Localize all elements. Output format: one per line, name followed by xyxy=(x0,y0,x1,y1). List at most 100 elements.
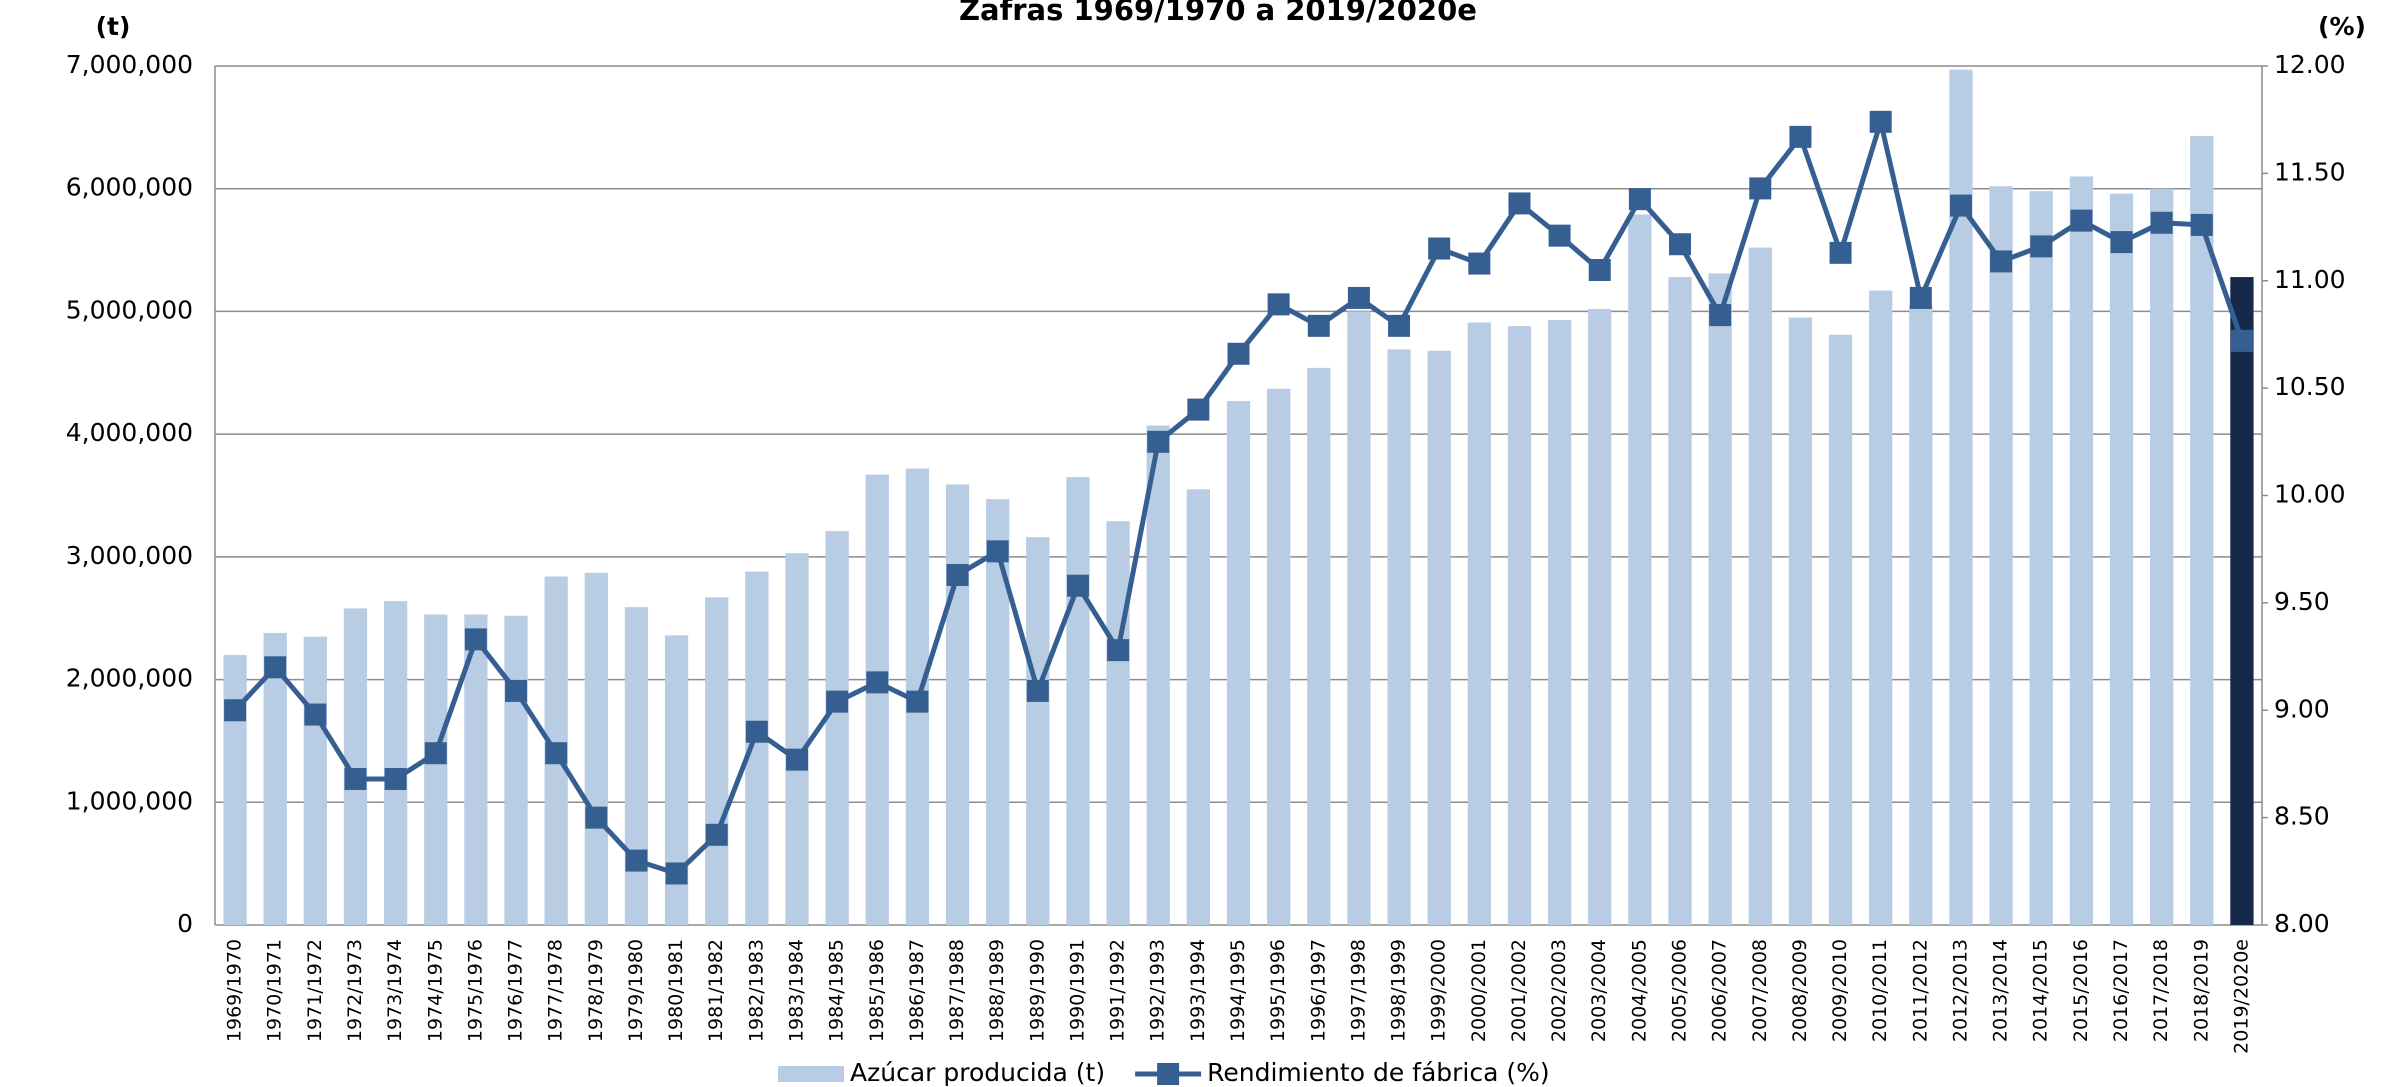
y2-tick-label: 11.00 xyxy=(2274,265,2346,294)
y-tick-label: 1,000,000 xyxy=(66,786,193,815)
x-tick-label: 1974/1975 xyxy=(424,939,446,1042)
bar xyxy=(945,484,970,925)
x-tick-label: 2001/2002 xyxy=(1508,939,1530,1042)
x-tick-label: 2005/2006 xyxy=(1669,939,1691,1042)
line-marker xyxy=(1388,314,1411,337)
bar xyxy=(664,635,689,925)
line-marker xyxy=(1909,286,1932,309)
x-tick-label: 1993/1994 xyxy=(1187,939,1209,1042)
bar xyxy=(1266,388,1291,925)
line-marker xyxy=(1227,342,1250,365)
line-marker xyxy=(1428,237,1451,260)
line-marker xyxy=(745,720,768,743)
y-tick-label: 5,000,000 xyxy=(66,295,193,324)
line-marker xyxy=(1548,224,1571,247)
line-marker xyxy=(946,563,969,586)
x-tick-label: 1978/1979 xyxy=(585,939,607,1042)
line-marker xyxy=(264,656,287,679)
bar xyxy=(1628,214,1652,926)
bar xyxy=(1026,537,1050,925)
x-tick-label: 1991/1992 xyxy=(1107,939,1129,1042)
x-tick-label: 2010/2011 xyxy=(1869,939,1891,1042)
bar xyxy=(705,597,729,925)
bar xyxy=(1668,277,1692,925)
bar xyxy=(1146,425,1170,925)
y2-tick-label: 10.50 xyxy=(2274,372,2346,401)
x-tick-label: 1979/1980 xyxy=(625,939,647,1042)
bar xyxy=(2190,135,2214,925)
x-tick-label: 2012/2013 xyxy=(1949,939,1971,1042)
line-marker xyxy=(1147,430,1170,453)
x-tick-label: 2015/2016 xyxy=(2070,939,2092,1042)
y-tick-label: 2,000,000 xyxy=(66,664,193,693)
bar xyxy=(263,632,287,925)
bar xyxy=(745,571,769,925)
bar xyxy=(424,614,448,925)
line-marker xyxy=(464,628,487,651)
line-marker xyxy=(665,862,688,885)
line-marker xyxy=(384,767,407,790)
bar xyxy=(1106,521,1130,925)
line-marker xyxy=(2110,231,2133,254)
line-marker xyxy=(986,540,1009,563)
x-tick-label: 1999/2000 xyxy=(1428,939,1450,1042)
y2-tick-label: 8.00 xyxy=(2274,909,2330,938)
bar xyxy=(624,607,649,925)
x-tick-label: 2013/2014 xyxy=(1990,939,2012,1042)
line-marker xyxy=(224,699,247,722)
x-tick-label: 1973/1974 xyxy=(384,939,406,1042)
y2-tick-label: 12.00 xyxy=(2274,50,2346,79)
line-marker xyxy=(866,671,889,694)
y2-tick-label: 11.50 xyxy=(2274,157,2346,186)
x-tick-label: 2014/2015 xyxy=(2030,939,2052,1042)
line-marker xyxy=(2150,211,2173,234)
bar xyxy=(1869,290,1893,925)
y2-tick-label: 10.00 xyxy=(2274,480,2346,509)
x-tick-label: 1997/1998 xyxy=(1347,939,1369,1042)
bar xyxy=(1788,317,1813,925)
bar xyxy=(2069,176,2094,925)
line-marker xyxy=(1267,293,1290,316)
x-tick-label: 1977/1978 xyxy=(545,939,567,1042)
x-tick-label: 1992/1993 xyxy=(1147,939,1169,1042)
x-tick-label: 1971/1972 xyxy=(304,939,326,1042)
x-tick-label: 2019/2020e xyxy=(2230,939,2252,1054)
x-tick-label: 2018/2019 xyxy=(2190,939,2212,1042)
line-marker xyxy=(1187,398,1210,421)
line-marker xyxy=(1588,259,1611,282)
legend-swatch xyxy=(1157,1063,1180,1085)
bar xyxy=(1547,320,1572,926)
y2-tick-label: 8.50 xyxy=(2274,802,2330,831)
line-marker xyxy=(785,748,808,771)
line-marker xyxy=(1829,241,1852,264)
bar xyxy=(303,636,327,925)
line-marker xyxy=(1508,192,1531,215)
line-marker xyxy=(505,679,528,702)
x-tick-label: 1998/1999 xyxy=(1388,939,1410,1042)
line-marker xyxy=(625,849,648,872)
line-marker xyxy=(304,703,327,726)
bar xyxy=(223,655,247,925)
x-tick-label: 1988/1989 xyxy=(986,939,1008,1042)
line-marker xyxy=(1749,177,1772,200)
bar xyxy=(1748,247,1772,926)
x-tick-label: 1984/1985 xyxy=(826,939,848,1042)
line-marker xyxy=(2190,213,2213,236)
chart-title: Zafras 1969/1970 a 2019/2020e xyxy=(959,0,1477,27)
x-tick-label: 1969/1970 xyxy=(224,939,246,1042)
y-tick-label: 4,000,000 xyxy=(66,418,193,447)
y2-tick-label: 9.50 xyxy=(2274,587,2330,616)
x-tick-label: 1981/1982 xyxy=(705,939,727,1042)
bar xyxy=(825,531,849,925)
x-tick-label: 1975/1976 xyxy=(464,939,486,1042)
bar xyxy=(2230,277,2254,925)
x-tick-label: 2011/2012 xyxy=(1909,939,1931,1042)
bar xyxy=(1708,273,1732,925)
y-tick-label: 3,000,000 xyxy=(66,541,193,570)
line-marker xyxy=(906,690,929,713)
bar xyxy=(1588,308,1612,926)
x-tick-label: 2008/2009 xyxy=(1789,939,1811,1042)
x-tick-label: 1985/1986 xyxy=(866,939,888,1042)
line-marker xyxy=(1307,314,1330,337)
